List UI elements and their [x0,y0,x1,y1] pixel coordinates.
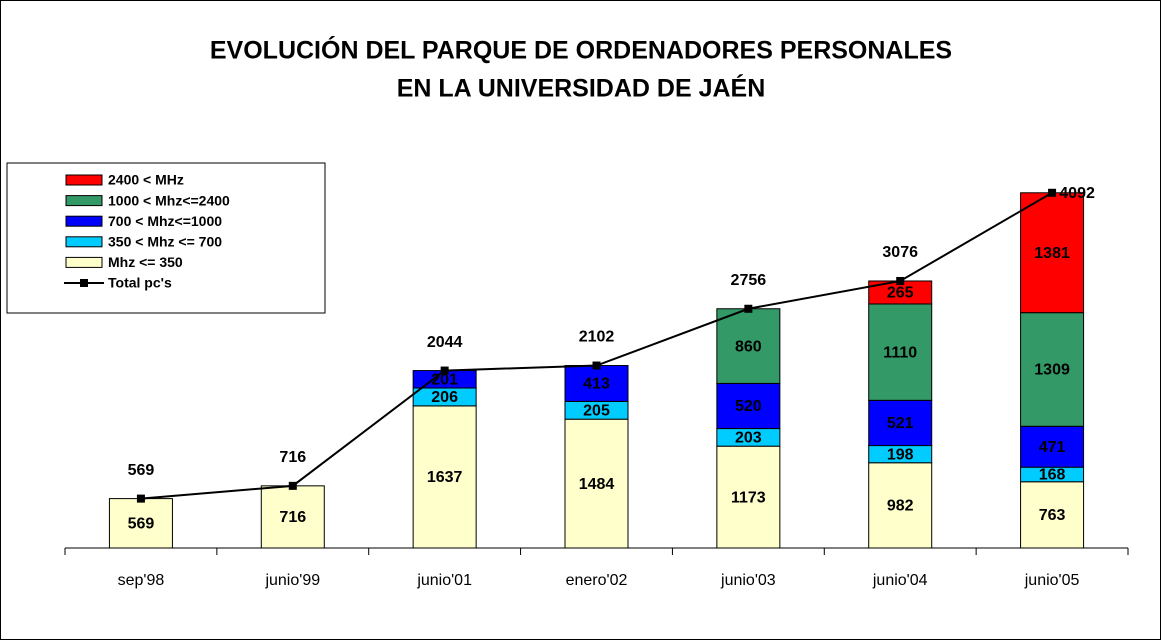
data-label: 1110 [883,344,917,361]
total-label: 4092 [1059,185,1095,202]
line-marker [288,481,297,490]
line-marker [896,276,905,285]
chart-title: EVOLUCIÓN DEL PARQUE DE ORDENADORES PERS… [210,35,952,65]
bar-segment [1020,312,1085,427]
data-label: 521 [887,415,914,432]
data-label: 1381 [1034,245,1070,262]
data-label: 471 [1039,439,1066,456]
total-label: 2102 [579,329,615,346]
line-marker [136,494,145,503]
data-label: 860 [735,338,762,355]
bar-segment [1020,481,1085,549]
line-marker [440,366,449,375]
data-label: 265 [887,285,914,302]
total-label: 569 [128,462,155,479]
legend-box [6,162,326,314]
x-tick-label: sep'98 [118,572,165,589]
data-label: 1637 [427,469,463,486]
bar-segment [868,399,933,447]
legend-swatch [65,256,103,268]
legend-label: 2400 < MHz [108,172,184,188]
data-label: 716 [279,509,306,526]
data-label: 168 [1039,467,1066,484]
data-label: 1309 [1034,362,1070,379]
bar-segment [868,462,933,549]
total-label: 3076 [882,244,918,261]
data-label: 198 [887,446,914,463]
data-label: 413 [583,376,610,393]
line-marker [1048,188,1057,197]
legend-swatch [65,215,103,227]
legend-label: Total pc's [108,275,172,291]
data-label: 569 [128,516,155,533]
line-marker [592,361,601,370]
data-label: 206 [431,389,458,406]
data-label: 763 [1039,507,1066,524]
data-label: 520 [735,398,762,415]
x-tick-label: junio'04 [872,572,928,589]
total-label: 716 [279,449,306,466]
legend-swatch [65,195,103,207]
data-label: 1484 [579,476,615,493]
x-tick-label: junio'03 [720,572,776,589]
data-label: 203 [735,430,762,447]
bar-segment [1020,192,1085,314]
bar-segment [260,485,325,549]
x-tick-label: junio'01 [416,572,472,589]
line-marker [744,304,753,313]
bar-segment [108,498,173,549]
x-tick-label: enero'02 [566,572,628,589]
bar-segment [716,308,781,384]
data-label: 205 [583,402,610,419]
x-tick-label: junio'05 [1024,572,1080,589]
data-label: 982 [887,498,914,515]
bar-segment [868,303,933,401]
legend-swatch [65,236,103,248]
x-tick-label: junio'99 [264,572,320,589]
legend-label: 1000 < Mhz<=2400 [108,192,230,208]
bar-segment [412,405,477,549]
data-label: 1173 [731,489,766,506]
bar-segment [716,445,781,549]
legend-label: Mhz <= 350 [108,254,183,270]
total-label: 2044 [427,334,463,351]
legend-swatch [65,174,103,186]
legend-label: 350 < Mhz <= 700 [108,234,222,250]
legend-marker [80,279,88,287]
legend-label: 700 < Mhz<=1000 [108,213,222,229]
chart-title: EN LA UNIVERSIDAD DE JAÉN [397,74,766,103]
bar-segment [716,382,781,430]
total-label: 2756 [731,272,767,289]
